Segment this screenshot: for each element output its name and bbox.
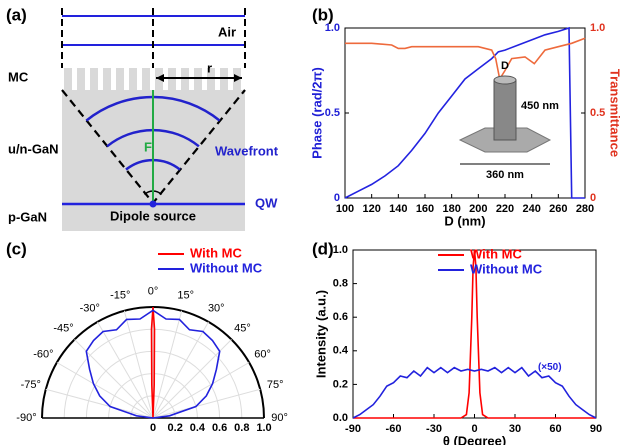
y-tick-label: 0.5 [325, 107, 340, 119]
p-gan-label: p-GaN [8, 209, 47, 224]
x-tick-label: 0 [471, 423, 477, 435]
series-line [150, 306, 156, 419]
legend-label: With MC [470, 246, 522, 261]
theta-tick-label: 15° [177, 290, 194, 302]
y2-tick-label: 1.0 [590, 22, 605, 34]
x-tick-label: -60 [386, 423, 402, 435]
inset-pillar [493, 79, 517, 141]
r-tick-label: 0.4 [190, 422, 206, 434]
x-axis-label: D (nm) [444, 213, 485, 228]
legend-label: With MC [190, 245, 242, 260]
inset-label: D [501, 60, 509, 72]
x-tick-label: 30 [509, 423, 521, 435]
inset-label: 450 nm [521, 100, 559, 112]
spoke [74, 339, 154, 419]
mc-label: MC [8, 69, 29, 84]
panel-label: (a) [6, 5, 27, 24]
y-tick-label: 0.0 [333, 412, 348, 424]
y2-axis-label: Transmittance [608, 69, 623, 157]
r-tick-label: 1.0 [256, 422, 271, 434]
spoke [152, 321, 209, 419]
spoke [152, 362, 250, 419]
spoke [152, 310, 183, 419]
air-label: Air [218, 24, 236, 39]
x-tick-label: 220 [496, 203, 514, 215]
series-line [345, 37, 586, 82]
spoke [152, 388, 261, 419]
x-tick-label: 200 [469, 203, 487, 215]
x-axis-label: θ (Degree) [443, 433, 506, 445]
spoke [123, 310, 154, 419]
r-tick-label: 0.2 [168, 422, 183, 434]
qw-label: QW [255, 195, 278, 210]
series-line [353, 249, 596, 419]
plot-frame [344, 27, 586, 199]
x-tick-label: 160 [416, 203, 434, 215]
panel-label: (b) [312, 5, 334, 24]
theta-tick-label: 0° [148, 285, 159, 297]
spoke [56, 362, 154, 419]
panel-label: (c) [6, 239, 27, 258]
p-gan-layer [62, 205, 245, 231]
r-tick-label: 0.6 [212, 422, 227, 434]
spoke [97, 321, 154, 419]
x-tick-label: 260 [549, 203, 567, 215]
diagram: (a) Air MC r F u/n-GaN Wavefront QW p-Ga… [6, 5, 279, 231]
x-tick-label: -90 [345, 423, 361, 435]
wavefront-label: Wavefront [215, 143, 279, 158]
x-tick-label: 100 [336, 203, 354, 215]
x-tick-label: 140 [389, 203, 407, 215]
spoke [45, 388, 154, 419]
y-axis-label: Intensity (a.u.) [313, 290, 328, 378]
layer-label: u/n-GaN [8, 141, 59, 156]
metasurface [62, 68, 245, 90]
r-label: r [207, 60, 212, 75]
spoke [152, 339, 232, 419]
theta-tick-label: -75° [21, 379, 41, 391]
y2-tick-label: 0.5 [590, 107, 605, 119]
x-tick-label: 90 [590, 423, 602, 435]
theta-tick-label: 90° [271, 412, 288, 424]
dipole [149, 200, 157, 208]
theta-tick-label: -60° [33, 349, 53, 361]
theta-tick-label: -90° [16, 412, 36, 424]
series-line [344, 26, 585, 199]
y-tick-label: 0.8 [333, 278, 348, 290]
theta-tick-label: 45° [234, 322, 251, 334]
r-tick-label: 0.8 [234, 422, 249, 434]
r-tick-label: 0 [150, 422, 156, 434]
inset-top [493, 75, 517, 85]
annotation: (×50) [538, 362, 562, 373]
y-tick-label: 1.0 [325, 22, 340, 34]
theta-tick-label: 75° [267, 379, 284, 391]
theta-tick-label: -45° [53, 322, 73, 334]
legend-label: Without MC [190, 260, 263, 275]
y-tick-label: 0.6 [333, 311, 348, 323]
x-tick-label: 120 [362, 203, 380, 215]
inset-label: 360 nm [486, 169, 524, 181]
y-axis-label: Phase (rad/2π) [309, 67, 324, 159]
y-tick-label: 0.4 [333, 345, 349, 357]
series-line [352, 366, 597, 419]
theta-tick-label: 30° [208, 302, 225, 314]
theta-tick-label: -30° [80, 302, 100, 314]
x-tick-label: 180 [442, 203, 460, 215]
f-label: F [144, 139, 152, 154]
y-tick-label: 0 [334, 192, 340, 204]
y-tick-label: 1.0 [333, 244, 348, 256]
theta-tick-label: 60° [254, 349, 271, 361]
x-tick-label: 60 [549, 423, 561, 435]
x-tick-label: 240 [522, 203, 540, 215]
series-line [85, 309, 221, 419]
x-tick-label: -30 [426, 423, 442, 435]
y2-tick-label: 0 [590, 192, 596, 204]
theta-tick-label: -15° [110, 290, 130, 302]
x-tick-label: 280 [576, 203, 594, 215]
panel-label: (d) [312, 239, 334, 258]
legend-label: Without MC [470, 261, 543, 276]
source-label: Dipole source [110, 208, 196, 223]
y-tick-label: 0.2 [333, 378, 348, 390]
